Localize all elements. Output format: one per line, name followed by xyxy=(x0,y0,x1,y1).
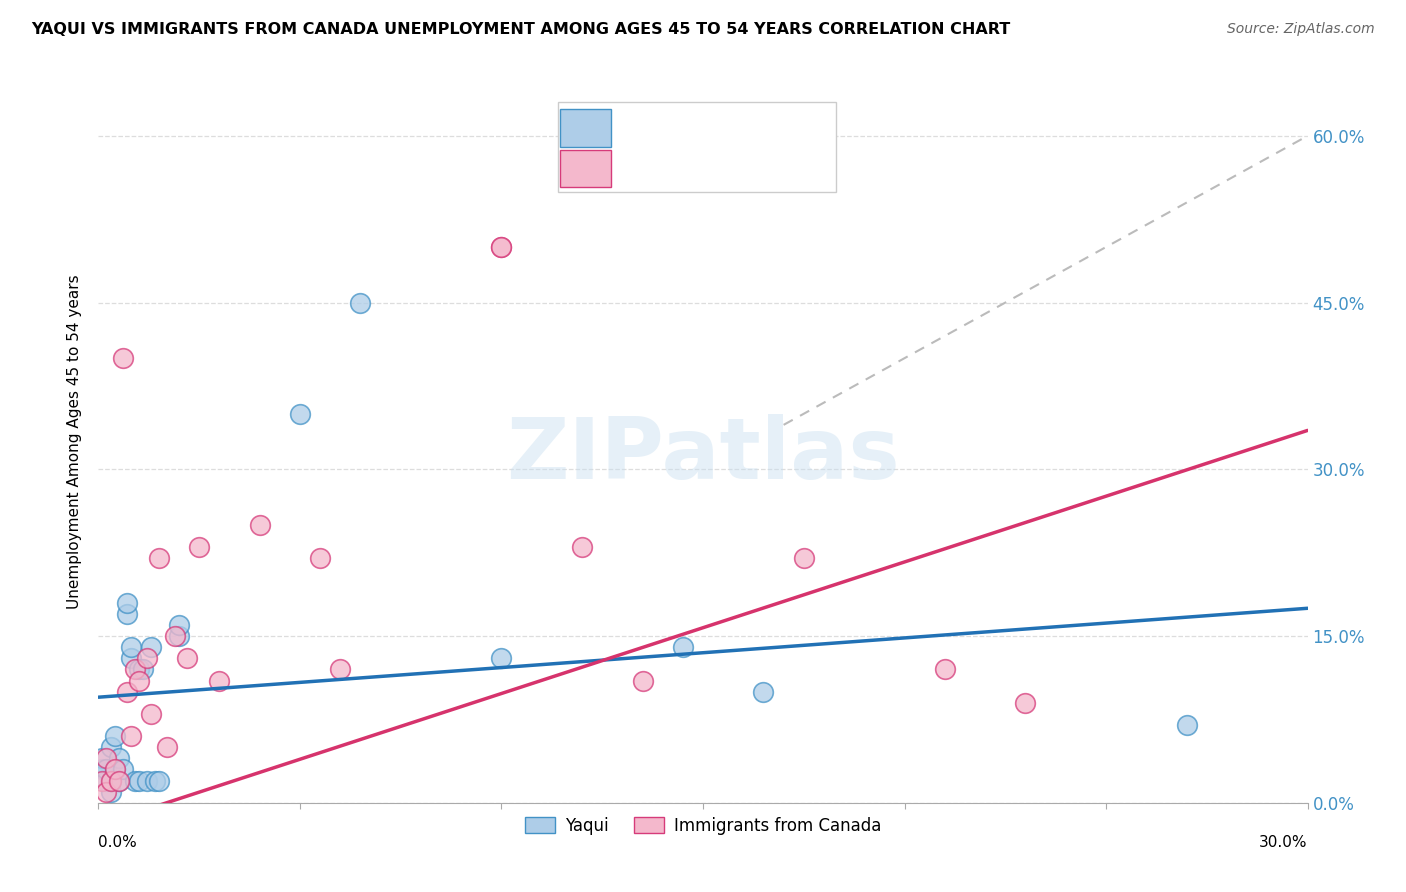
Point xyxy=(100,773,122,788)
Point xyxy=(115,596,138,610)
Point xyxy=(91,773,114,788)
Legend: Yaqui, Immigrants from Canada: Yaqui, Immigrants from Canada xyxy=(519,810,887,841)
Point xyxy=(96,773,118,788)
Point xyxy=(167,629,190,643)
Point xyxy=(111,763,134,777)
Point xyxy=(188,540,211,554)
Point xyxy=(115,607,138,621)
Point xyxy=(107,773,129,788)
Text: 30.0%: 30.0% xyxy=(1260,835,1308,850)
Point xyxy=(167,618,190,632)
Point xyxy=(1175,718,1198,732)
Bar xyxy=(561,150,612,187)
Text: R =  0.109   N = 32: R = 0.109 N = 32 xyxy=(624,109,800,128)
Point xyxy=(100,785,122,799)
Point xyxy=(176,651,198,665)
Point xyxy=(793,551,815,566)
Point xyxy=(107,773,129,788)
Point xyxy=(128,673,150,688)
Point xyxy=(148,551,170,566)
Point xyxy=(103,763,125,777)
Point xyxy=(491,651,513,665)
Point xyxy=(491,240,513,254)
Point xyxy=(934,662,956,676)
Text: R =  0.488   N = 29: R = 0.488 N = 29 xyxy=(624,151,800,169)
Text: 0.0%: 0.0% xyxy=(98,835,138,850)
Text: ZIPatlas: ZIPatlas xyxy=(506,415,900,498)
Text: Source: ZipAtlas.com: Source: ZipAtlas.com xyxy=(1227,22,1375,37)
Point xyxy=(288,407,311,421)
Point xyxy=(135,773,157,788)
Point xyxy=(120,729,142,743)
Point xyxy=(139,706,162,721)
Point xyxy=(143,773,166,788)
Y-axis label: Unemployment Among Ages 45 to 54 years: Unemployment Among Ages 45 to 54 years xyxy=(67,274,83,609)
Point xyxy=(132,662,155,676)
Point xyxy=(91,763,114,777)
Point xyxy=(148,773,170,788)
Point xyxy=(156,740,179,755)
Point xyxy=(752,684,775,698)
Point xyxy=(96,785,118,799)
Point xyxy=(128,662,150,676)
Point xyxy=(135,651,157,665)
Point xyxy=(111,351,134,366)
Point xyxy=(672,640,695,655)
Point xyxy=(309,551,332,566)
Point xyxy=(1014,696,1036,710)
Point xyxy=(103,729,125,743)
Point xyxy=(631,673,654,688)
Point xyxy=(100,773,122,788)
Point xyxy=(120,640,142,655)
Point xyxy=(139,640,162,655)
Point xyxy=(124,662,146,676)
Point xyxy=(128,773,150,788)
Bar xyxy=(561,109,612,147)
Point xyxy=(107,751,129,765)
Point xyxy=(120,651,142,665)
Point xyxy=(91,751,114,765)
Point xyxy=(208,673,231,688)
Bar xyxy=(558,102,837,193)
Point xyxy=(103,763,125,777)
Point xyxy=(249,517,271,532)
Point xyxy=(163,629,186,643)
Point xyxy=(571,540,593,554)
Point xyxy=(124,773,146,788)
Point xyxy=(100,740,122,755)
Point xyxy=(491,240,513,254)
Point xyxy=(96,763,118,777)
Text: YAQUI VS IMMIGRANTS FROM CANADA UNEMPLOYMENT AMONG AGES 45 TO 54 YEARS CORRELATI: YAQUI VS IMMIGRANTS FROM CANADA UNEMPLOY… xyxy=(31,22,1010,37)
Point xyxy=(349,295,371,310)
Point xyxy=(96,751,118,765)
Point xyxy=(329,662,352,676)
Point xyxy=(115,684,138,698)
